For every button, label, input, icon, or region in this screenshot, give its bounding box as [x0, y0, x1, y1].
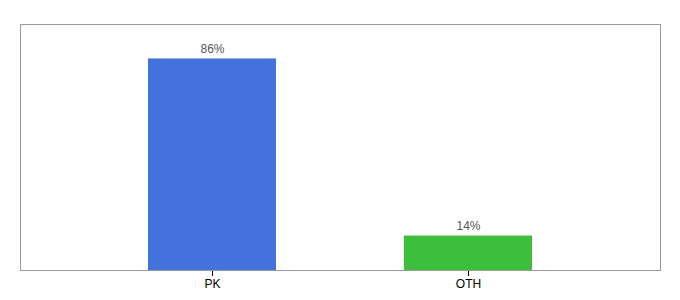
- svg-text:86%: 86%: [200, 42, 224, 56]
- svg-text:PK: PK: [204, 277, 220, 291]
- svg-text:14%: 14%: [456, 219, 480, 233]
- svg-text:OTH: OTH: [456, 277, 481, 291]
